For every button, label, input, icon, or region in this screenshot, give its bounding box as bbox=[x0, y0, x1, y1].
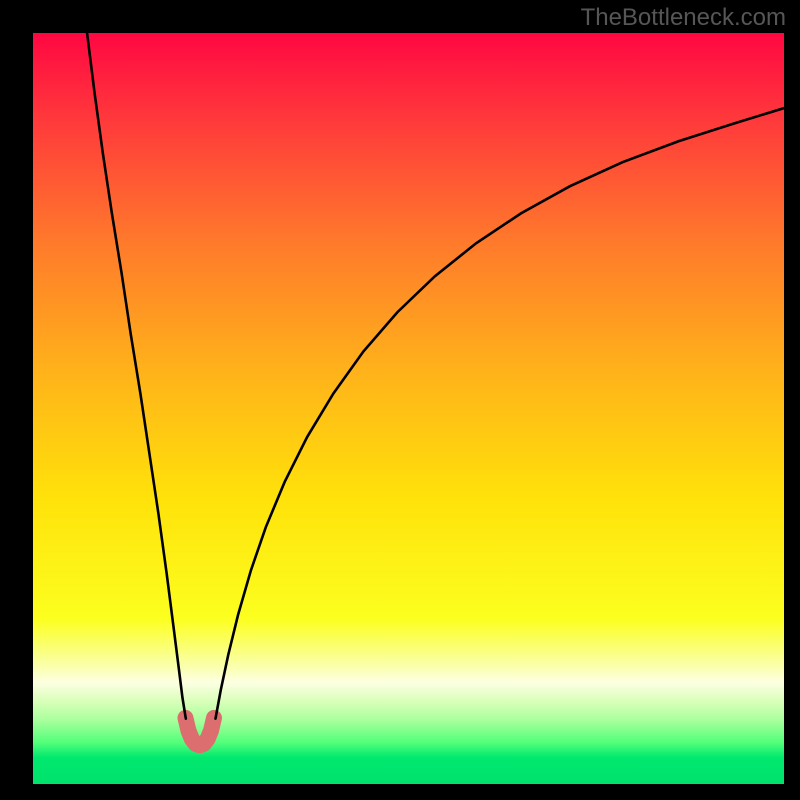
watermark: TheBottleneck.com bbox=[581, 4, 786, 32]
plot-area bbox=[33, 33, 784, 784]
bottleneck-chart bbox=[33, 33, 784, 784]
chart-background bbox=[33, 33, 784, 784]
frame-right bbox=[784, 0, 800, 800]
frame-left bbox=[0, 0, 33, 800]
frame-bottom bbox=[0, 784, 800, 800]
